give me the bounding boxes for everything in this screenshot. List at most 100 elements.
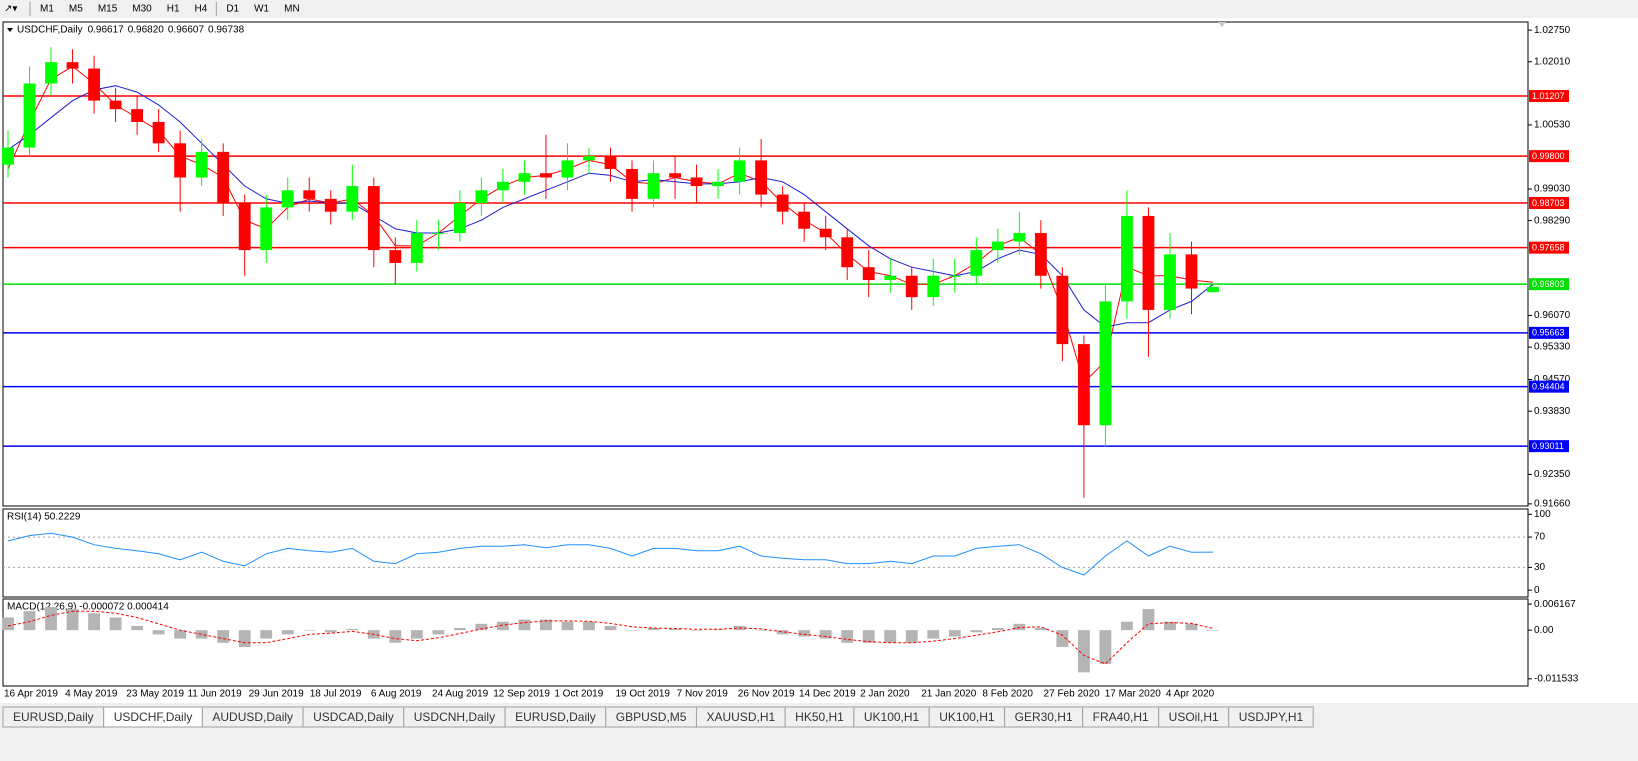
quote-value: 0.96617 (88, 25, 125, 36)
candle-body (496, 181, 509, 191)
timeframe-button[interactable]: H4 (195, 4, 208, 15)
macd-bar (88, 613, 100, 631)
x-tick-label: 21 Jan 2020 (921, 689, 976, 700)
macd-bar (991, 628, 1004, 631)
tab-label[interactable]: USDCAD,Daily (313, 710, 394, 724)
y-tick-label: -0.011533 (1534, 673, 1579, 684)
rsi-line (7, 532, 1214, 576)
level-label-bg (1529, 326, 1569, 339)
timeframe-button[interactable]: M15 (98, 4, 118, 15)
candle-body (131, 109, 144, 122)
rsi-panel (2, 508, 1529, 598)
tab-label[interactable]: EURUSD,Daily (13, 710, 94, 724)
macd-bar (540, 619, 552, 631)
y-tick-label: 70 (1534, 532, 1546, 543)
candle-body (927, 275, 940, 298)
candle-body (583, 156, 595, 161)
level-label-bg (1529, 278, 1569, 291)
macd-bar (217, 630, 230, 643)
candle-body (991, 241, 1004, 251)
candle-body (647, 173, 660, 199)
x-tick-label: 7 Nov 2019 (677, 689, 729, 700)
tab-label[interactable]: USDCNH,Daily (414, 710, 495, 724)
tab-label[interactable]: UK100,H1 (939, 710, 995, 724)
macd-bar (647, 628, 660, 631)
macd-panel (2, 598, 1529, 687)
candle-body (862, 267, 875, 281)
candle-body (819, 228, 832, 238)
candle-body (88, 68, 100, 101)
signal-line (7, 610, 1214, 665)
tab-label[interactable]: USDCHF,Daily (114, 710, 193, 724)
candle-body (970, 250, 983, 276)
macd-bar (518, 619, 531, 631)
level-label-bg (1529, 380, 1569, 393)
macd-bar (109, 617, 122, 631)
x-tick-label: 24 Aug 2019 (432, 689, 489, 700)
y-tick-label: 0.93830 (1534, 406, 1571, 417)
tab-label[interactable]: HK50,H1 (795, 710, 844, 724)
candle-body (346, 186, 359, 212)
x-tick-label: 14 Dec 2019 (799, 689, 856, 700)
macd-bar (755, 630, 768, 631)
macd-bar (1121, 621, 1133, 631)
tab-label[interactable]: XAUUSD,H1 (706, 710, 775, 724)
y-tick-label: 0.006167 (1534, 599, 1576, 610)
candle-body (389, 250, 402, 263)
macd-bar (819, 630, 832, 639)
y-tick-label: 0.98290 (1534, 215, 1571, 226)
timeframe-button[interactable]: H1 (167, 4, 180, 15)
tab[interactable] (1228, 706, 1314, 728)
candle-body (281, 190, 294, 208)
level-label: 0.96803 (1532, 279, 1565, 289)
toolbar (0, 0, 1638, 18)
tab-label[interactable]: USOil,H1 (1169, 710, 1219, 724)
macd-bar (798, 630, 811, 637)
candle-body (45, 62, 57, 84)
level-label: 0.94404 (1532, 382, 1565, 392)
tab-label[interactable]: EURUSD,Daily (515, 710, 596, 724)
candle-body (410, 233, 423, 263)
macd-bar (1099, 630, 1112, 664)
macd-bar (260, 630, 273, 639)
candle-body (260, 207, 273, 251)
x-tick-label: 4 Apr 2020 (1166, 689, 1215, 700)
chart-title: USDCHF,Daily (17, 25, 83, 36)
y-tick-label: 1.00530 (1534, 120, 1571, 131)
timeframe-button[interactable]: M30 (132, 4, 152, 15)
tab-label[interactable]: FRA40,H1 (1093, 710, 1149, 724)
candle-body (174, 143, 187, 178)
tab-label[interactable]: AUDUSD,Daily (212, 710, 293, 724)
candle-body (626, 168, 638, 199)
tab-label[interactable]: USDJPY,H1 (1239, 710, 1304, 724)
candle-body (733, 160, 746, 182)
macd-bar (303, 630, 316, 631)
tab-label[interactable]: UK100,H1 (864, 710, 920, 724)
macd-bar (1034, 628, 1047, 631)
candle-body (303, 190, 316, 199)
macd-bar (1013, 623, 1026, 631)
timeframe-button[interactable]: D1 (226, 4, 239, 15)
timeframe-button[interactable]: W1 (254, 4, 269, 15)
candle-body (669, 173, 681, 178)
y-tick-label: 0.92350 (1534, 469, 1571, 480)
macd-bar (410, 630, 423, 639)
tab-label[interactable]: GBPUSD,M5 (616, 710, 687, 724)
macd-bar (238, 630, 251, 648)
quote-value: 0.96607 (168, 25, 205, 36)
candle-body (1056, 275, 1069, 345)
y-tick-label: 0.99030 (1534, 184, 1571, 195)
y-tick-label: 0.94570 (1534, 374, 1571, 385)
x-tick-label: 8 Feb 2020 (982, 689, 1033, 700)
timeframe-button[interactable]: M5 (69, 4, 83, 15)
x-tick-label: 29 Jun 2019 (249, 689, 304, 700)
macd-bar (324, 630, 337, 633)
level-label: 0.97658 (1532, 243, 1565, 253)
macd-bar (1142, 609, 1155, 631)
macd-bar (561, 621, 574, 631)
timeframe-button[interactable]: MN (284, 4, 300, 15)
y-tick-label: 1.02010 (1534, 56, 1571, 67)
timeframe-button[interactable]: M1 (40, 4, 54, 15)
candle-body (690, 177, 703, 187)
tab-label[interactable]: GER30,H1 (1015, 710, 1073, 724)
